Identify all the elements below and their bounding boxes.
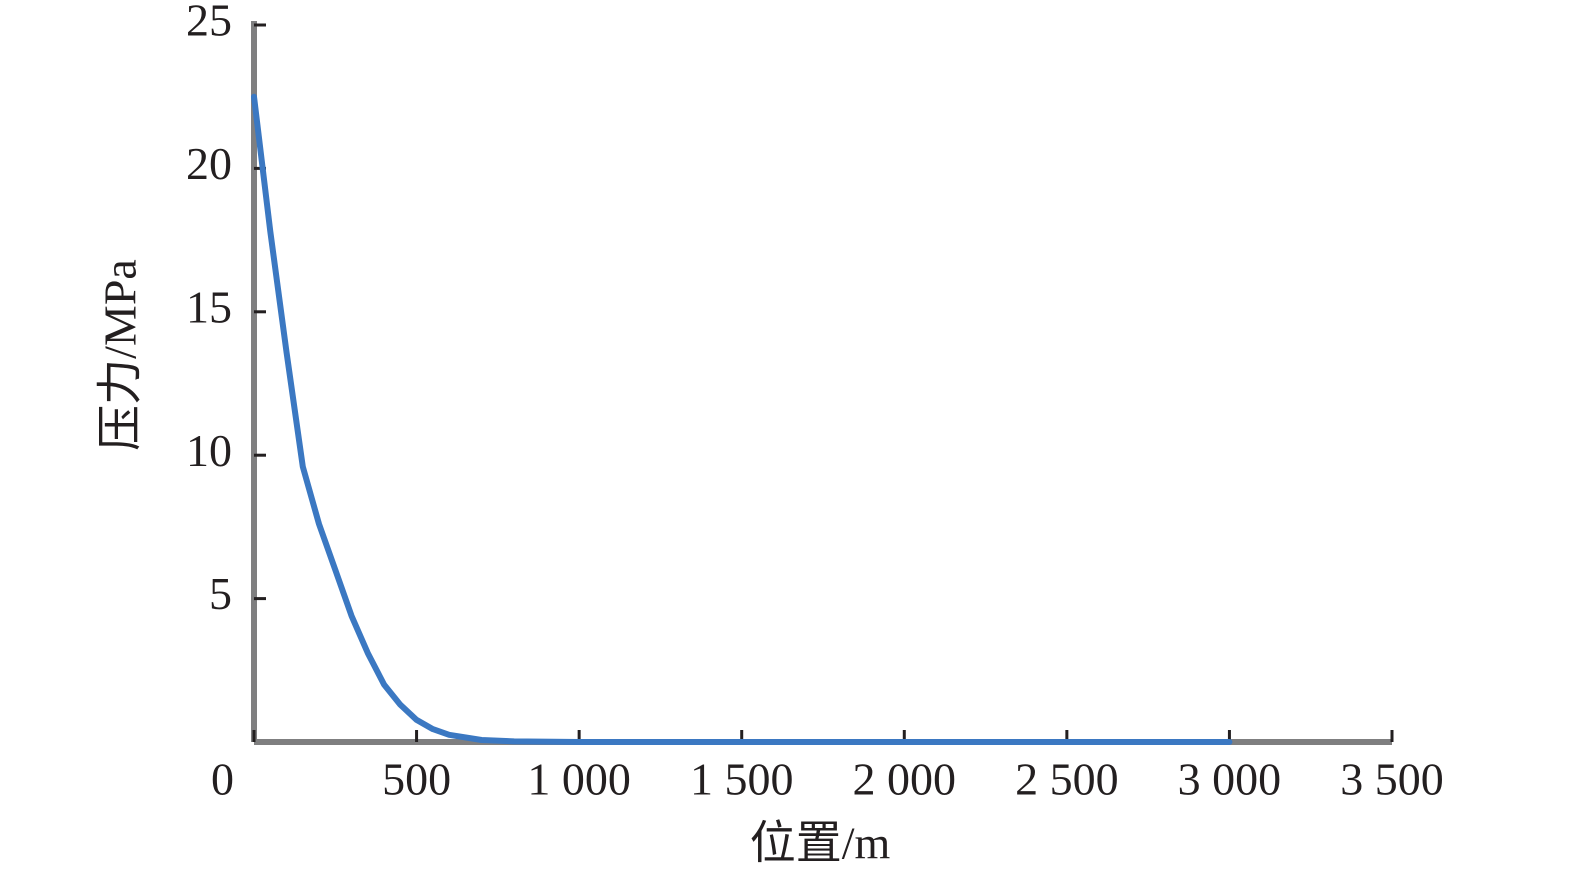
x-tick-label: 1 500 <box>690 754 794 805</box>
x-tick-label: 2 500 <box>1015 754 1119 805</box>
y-tick-label: 25 <box>186 0 232 46</box>
x-tick-label: 3 500 <box>1340 754 1444 805</box>
y-tick-label: 20 <box>186 138 232 189</box>
x-tick-label: 3 000 <box>1178 754 1282 805</box>
y-axis-label: 压力/MPa <box>95 259 146 451</box>
y-tick-label: 5 <box>209 568 232 619</box>
y-tick-label: 10 <box>186 425 232 476</box>
x-tick-label: 1 000 <box>527 754 631 805</box>
x-tick-label: 2 000 <box>853 754 957 805</box>
x-tick-label: 500 <box>382 754 451 805</box>
data-line <box>251 93 1233 745</box>
y-tick-label: 15 <box>186 281 232 332</box>
x-axis-label: 位置/m <box>750 818 891 869</box>
x-tick-label: 0 <box>211 754 234 805</box>
